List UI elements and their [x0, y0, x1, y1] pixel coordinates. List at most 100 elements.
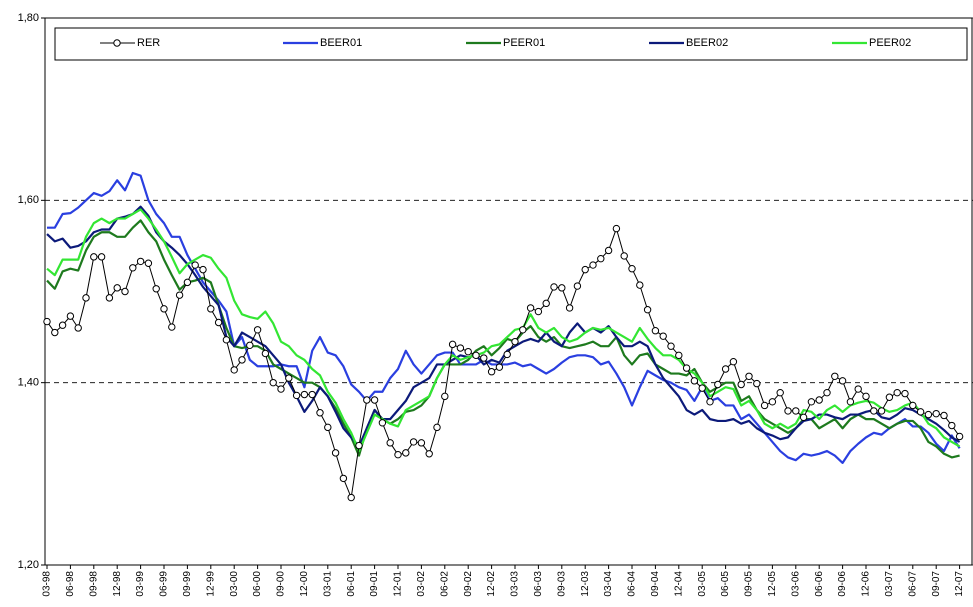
data-point [667, 342, 675, 350]
data-point [261, 349, 270, 358]
data-point [636, 281, 644, 289]
data-point [885, 393, 894, 401]
data-point [175, 291, 184, 299]
legend-marker [113, 39, 121, 47]
data-point [230, 366, 238, 374]
x-tick-label: 06-04 [627, 571, 638, 597]
data-point [456, 344, 465, 352]
data-point [807, 398, 816, 406]
data-point [737, 380, 745, 389]
data-point [425, 450, 433, 458]
legend: RER BEER01 PEER01 BEER02 PEER02 [54, 27, 968, 61]
data-point [495, 363, 504, 371]
data-point [168, 323, 176, 331]
data-point [43, 317, 51, 326]
data-point [916, 408, 925, 416]
data-point [433, 423, 441, 432]
data-point [136, 257, 145, 266]
data-point [121, 287, 129, 296]
x-tick-label: 12-00 [299, 571, 310, 597]
data-point [542, 299, 550, 308]
data-point [448, 340, 457, 349]
series-line [47, 171, 961, 464]
legend-label: RER [137, 37, 160, 49]
x-tick-label: 09-07 [931, 571, 942, 597]
data-point [82, 294, 90, 302]
data-point [698, 384, 706, 392]
data-point [862, 392, 870, 401]
series-line [46, 219, 960, 459]
data-point [581, 265, 589, 274]
data-point [909, 401, 917, 410]
x-tick-label: 12-04 [673, 571, 684, 597]
data-point [97, 253, 106, 261]
data-point [347, 493, 355, 502]
data-point [753, 379, 761, 388]
data-point [74, 324, 82, 332]
data-point [760, 401, 769, 410]
x-tick-label: 12-07 [954, 571, 965, 597]
data-point [651, 327, 660, 335]
data-point [519, 326, 527, 334]
data-point [792, 407, 800, 415]
data-point [511, 337, 519, 346]
data-point [558, 284, 566, 292]
x-tick-label: 03-06 [790, 571, 801, 597]
x-tick-label: 06-02 [439, 571, 450, 597]
data-point [940, 411, 948, 420]
data-point [776, 388, 784, 397]
data-point [355, 441, 363, 450]
data-point [90, 253, 98, 261]
data-point [846, 398, 855, 406]
data-point [870, 407, 878, 415]
data-point [487, 368, 496, 376]
data-point [269, 378, 277, 387]
legend-label: BEER01 [320, 37, 362, 49]
data-point [838, 377, 847, 385]
data-point [480, 354, 488, 362]
x-tick-label: 03-03 [510, 571, 521, 597]
data-point [589, 261, 597, 269]
x-tick-label: 09-06 [837, 571, 848, 597]
data-point [854, 385, 862, 393]
x-tick-label: 12-02 [486, 571, 497, 597]
data-point [831, 372, 839, 380]
data-point [402, 449, 410, 457]
legend-label: BEER02 [686, 37, 728, 49]
data-point [714, 380, 722, 389]
data-point [300, 390, 309, 399]
data-point [682, 364, 691, 372]
data-point [620, 252, 628, 260]
x-tick-label: 09-05 [744, 571, 755, 597]
data-point [238, 356, 246, 364]
data-point [441, 392, 449, 401]
data-point [277, 385, 285, 393]
x-tick-label: 03-05 [697, 571, 708, 597]
data-point [316, 409, 324, 417]
data-point [955, 432, 964, 441]
data-point [331, 449, 340, 457]
data-point [784, 407, 792, 415]
data-point [191, 261, 199, 269]
x-tick-label: 12-98 [112, 571, 123, 597]
data-point [58, 321, 67, 329]
data-point [628, 265, 636, 273]
data-point [66, 312, 75, 320]
data-point [144, 259, 153, 267]
x-tick-label: 12-05 [767, 571, 778, 597]
x-tick-label: 03-98 [42, 571, 53, 597]
legend-label: PEER02 [869, 37, 911, 49]
x-tick-label: 03-00 [229, 571, 240, 597]
y-tick-label: 1,20 [18, 559, 39, 571]
x-tick-label: 09-98 [88, 571, 99, 597]
x-tick-label: 06-06 [814, 571, 825, 597]
x-tick-label: 03-01 [322, 571, 333, 597]
x-tick-label: 06-03 [533, 571, 544, 597]
x-tick-label: 09-99 [182, 571, 193, 597]
data-point [222, 336, 231, 344]
plot-border [44, 17, 973, 566]
x-tick-label: 06-05 [720, 571, 731, 597]
data-point [160, 305, 168, 313]
data-point [417, 439, 426, 447]
data-point [503, 350, 511, 359]
